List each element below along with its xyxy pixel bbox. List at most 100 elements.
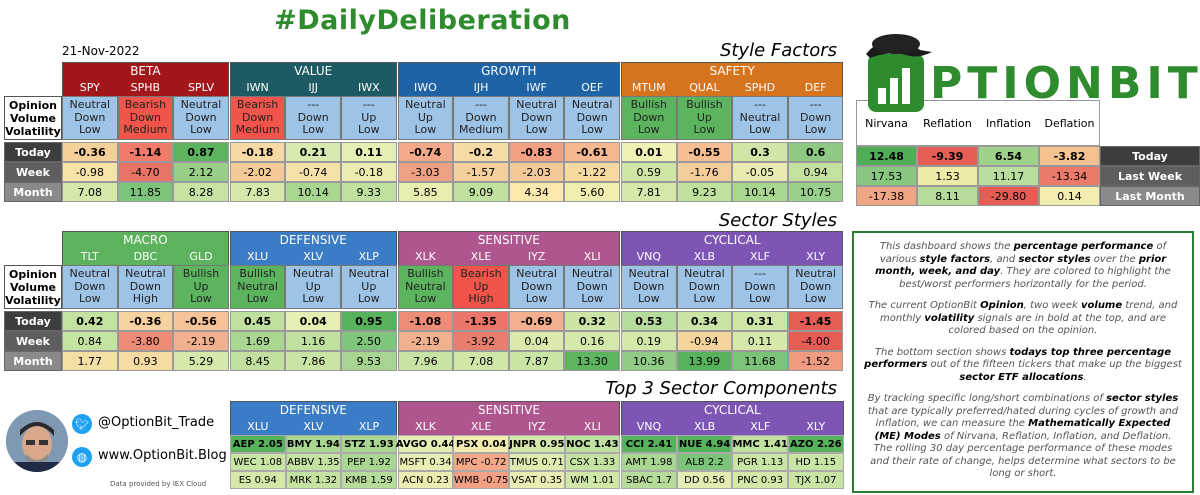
component-cell: NOC 1.43 (564, 435, 621, 453)
opinion-value: Bearish (236, 98, 279, 112)
ticker-label: IWX (357, 80, 380, 94)
volume-value: Up (361, 279, 377, 293)
opinion-value: Neutral (348, 267, 390, 281)
website-link[interactable]: www.OptionBit.Blog (98, 448, 227, 463)
value-today: 0.6 (787, 142, 844, 162)
volatility-value: Low (749, 123, 771, 137)
description-emphasis: prior month, week, and day (875, 253, 1167, 278)
ticker-label: DBC (133, 249, 158, 263)
component-cell: BMY 1.94 (285, 435, 342, 453)
mode-header-inflation: Inflation (986, 116, 1031, 130)
ticker-label: XLF (750, 419, 771, 433)
value-today: 0.53 (621, 311, 677, 331)
volume-value: Up (417, 110, 433, 124)
volume-value: Down (633, 279, 665, 293)
top3-group-defensive: DEFENSIVE (230, 401, 397, 435)
component-cell: VSAT 0.35 (509, 471, 565, 489)
signal-cell: Neutral Down Low (564, 265, 620, 309)
signal-cell: Neutral Down Low (676, 265, 733, 309)
mode-value: 0.14 (1039, 186, 1100, 206)
ticker-label: XLU (247, 249, 269, 263)
volume-value: Down (297, 110, 329, 124)
ticker-label: TLT (80, 249, 99, 263)
volume-value: Down (576, 110, 608, 124)
volume-value: Neutral (237, 279, 278, 293)
row-header-volatility: Volatility (5, 293, 61, 307)
ticker-label: XLF (749, 249, 770, 263)
row-label-week: Week (4, 162, 62, 182)
opinion-value: Bearish (124, 98, 167, 112)
signal-cell: Bullish Neutral Low (397, 265, 454, 309)
ticker-label: SPHD (744, 80, 776, 94)
mode-header-nirvana: Nirvana (865, 116, 908, 130)
value-today: -0.18 (229, 142, 286, 162)
description-emphasis: sector styles (1106, 393, 1179, 404)
group-name: SENSITIVE (477, 403, 540, 417)
mode-value: 12.48 (856, 146, 917, 166)
value-month: 4.34 (508, 182, 565, 202)
description-emphasis: style factors (919, 253, 991, 265)
value-month: -1.52 (787, 351, 844, 371)
value-today: -1.08 (397, 311, 454, 331)
volume-value: Down (744, 279, 776, 293)
description-text: The bottom section shows (874, 346, 1010, 358)
group-name: GROWTH (481, 64, 537, 78)
volume-value: Down (800, 279, 832, 293)
opinion-value: Bullish (407, 267, 444, 281)
value-month: 5.60 (564, 182, 620, 202)
group-name: SENSITIVE (477, 233, 540, 247)
component-cell: AVGO 0.44 (396, 435, 455, 453)
data-credit: Data provided by IEX Cloud (110, 480, 207, 488)
twitter-handle[interactable]: @OptionBit_Trade (98, 415, 215, 430)
volatility-value: Low (357, 292, 380, 306)
volume-value: Up (305, 279, 321, 293)
group-safety: SAFETY (621, 62, 844, 96)
ticker-label: SPHB (130, 80, 161, 94)
opinion-value: Bullish (686, 98, 723, 112)
value-week: -4.00 (787, 331, 844, 351)
style-factors-title: Style Factors (719, 40, 837, 61)
value-week: -2.19 (173, 331, 229, 351)
signal-cell: Neutral Down Low (62, 265, 118, 309)
mode-value: 6.54 (978, 146, 1039, 166)
value-week: -0.98 (62, 162, 118, 182)
row-label-month: Month (4, 351, 62, 371)
description-emphasis: percentage performance (1013, 241, 1154, 252)
volatility-value: Medium (458, 123, 503, 137)
volume-value: Down (688, 279, 720, 293)
value-today: 0.11 (341, 142, 397, 162)
volatility-value: Low (637, 123, 660, 137)
ticker-label: XLI (583, 249, 601, 263)
mode-row-label: Today (1100, 146, 1200, 166)
component-cell: SBAC 1.7 (621, 471, 677, 489)
component-cell: WM 1.01 (564, 471, 621, 489)
value-month: 5.85 (397, 182, 454, 202)
mode-value: 1.53 (917, 166, 978, 186)
value-week: -2.03 (508, 162, 565, 182)
volatility-value: Low (581, 123, 604, 137)
value-today: 0.45 (229, 311, 286, 331)
value-today: 0.01 (621, 142, 677, 162)
ticker-label: VNQ (636, 249, 661, 263)
volatility-value: Low (78, 123, 101, 137)
value-month: 5.29 (173, 351, 229, 371)
volatility-value: Low (414, 292, 437, 306)
signal-cell: Neutral Down Low (621, 265, 677, 309)
value-today: -1.14 (117, 142, 174, 162)
ticker-label: XLB (693, 249, 715, 263)
opinion-value: Neutral (292, 267, 334, 281)
ticker-label: SPLV (187, 80, 215, 94)
group-value: VALUE (229, 62, 397, 96)
optionbit-logo: PTIONBIT (860, 32, 1198, 118)
value-week: 0.59 (621, 162, 677, 182)
signal-cell: Neutral Down Low (508, 265, 565, 309)
ticker-label: DEF (804, 80, 827, 94)
signal-cell: Bullish Up Low (173, 265, 229, 309)
ticker-label: XLP (358, 419, 380, 433)
row-label-month: Month (4, 182, 62, 202)
group-beta: BETA (62, 62, 229, 96)
volume-value: Down (129, 110, 161, 124)
signal-cell: Neutral Down Low (564, 96, 620, 140)
value-today: -0.2 (453, 142, 509, 162)
description-text: over the (1090, 253, 1139, 265)
